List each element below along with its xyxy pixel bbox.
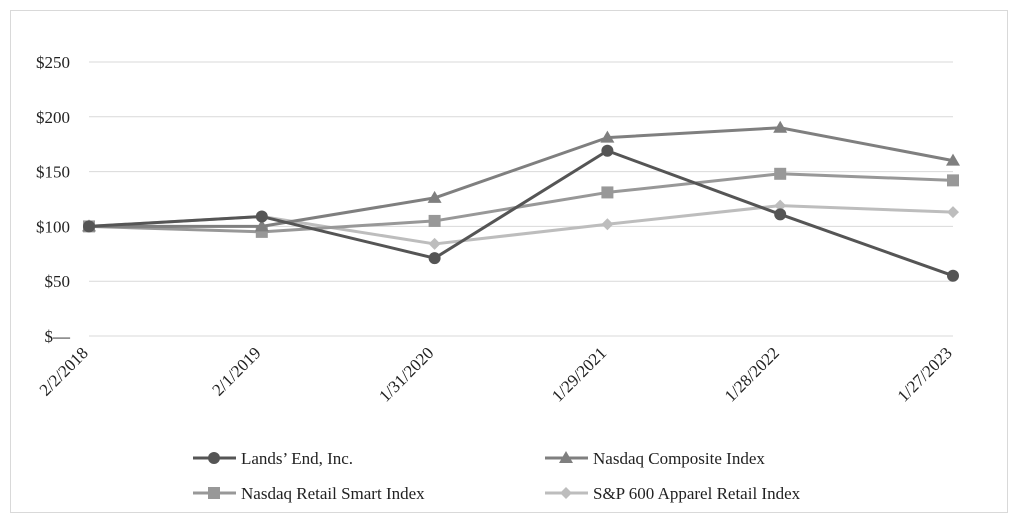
data-point-lands-end-inc: [947, 269, 959, 282]
legend-label: S&P 600 Apparel Retail Index: [593, 484, 801, 503]
data-point-lands-end-inc: [428, 252, 441, 265]
data-point-lands-end-inc: [83, 220, 95, 233]
data-point-s-p-600-apparel-retail-index: [774, 199, 787, 212]
series-nasdaq-composite-index: [82, 120, 960, 232]
y-tick-label: $200: [36, 108, 70, 127]
legend-item-s-p-600-apparel-retail-index: S&P 600 Apparel Retail Index: [545, 484, 801, 503]
legend-label: Nasdaq Composite Index: [593, 449, 765, 468]
data-point-s-p-600-apparel-retail-index: [947, 206, 959, 219]
legend-marker: [559, 451, 573, 463]
y-axis-ticks: $— $50 $100 $150 $200 $250: [36, 53, 71, 346]
y-tick-label: $250: [36, 53, 70, 72]
y-tick-label: $—: [45, 327, 72, 346]
y-tick-label: $150: [36, 163, 70, 182]
series-lines: [82, 120, 960, 282]
legend-item-lands-end-inc: Lands’ End, Inc.: [193, 449, 353, 468]
data-point-nasdaq-retail-smart-index: [255, 225, 268, 238]
data-point-lands-end-inc: [255, 210, 268, 223]
data-point-nasdaq-composite-index: [600, 130, 615, 143]
data-point-nasdaq-composite-index: [427, 190, 442, 203]
legend-marker: [560, 487, 572, 499]
legend-marker: [208, 452, 220, 464]
data-point-nasdaq-composite-index: [946, 153, 960, 166]
series-line-nasdaq-composite-index: [89, 126, 954, 228]
series-lands-end-inc: [83, 144, 959, 282]
data-point-lands-end-inc: [774, 208, 787, 221]
y-tick-label: $100: [36, 217, 70, 236]
series-line-lands-end-inc: [88, 149, 954, 278]
data-point-s-p-600-apparel-retail-index: [601, 218, 614, 231]
data-point-s-p-600-apparel-retail-index: [428, 237, 441, 250]
legend-label: Nasdaq Retail Smart Index: [241, 484, 425, 503]
legend-marker: [208, 487, 220, 499]
legend-item-nasdaq-retail-smart-index: Nasdaq Retail Smart Index: [193, 484, 425, 503]
chart-frame: [10, 10, 1008, 513]
data-point-nasdaq-retail-smart-index: [947, 174, 959, 187]
data-point-nasdaq-retail-smart-index: [428, 214, 441, 227]
legend: Lands’ End, Inc. Nasdaq Composite Index Na…: [193, 449, 801, 503]
data-point-lands-end-inc: [601, 144, 614, 157]
data-point-nasdaq-retail-smart-index: [774, 167, 787, 180]
series-line-nasdaq-retail-smart-index: [88, 172, 954, 234]
data-point-nasdaq-composite-index: [254, 219, 269, 232]
data-point-nasdaq-composite-index: [773, 120, 788, 133]
data-point-nasdaq-retail-smart-index: [601, 186, 614, 199]
legend-label: Lands’ End, Inc.: [241, 449, 353, 468]
y-tick-label: $50: [45, 272, 71, 291]
legend-item-nasdaq-composite-index: Nasdaq Composite Index: [545, 449, 765, 468]
